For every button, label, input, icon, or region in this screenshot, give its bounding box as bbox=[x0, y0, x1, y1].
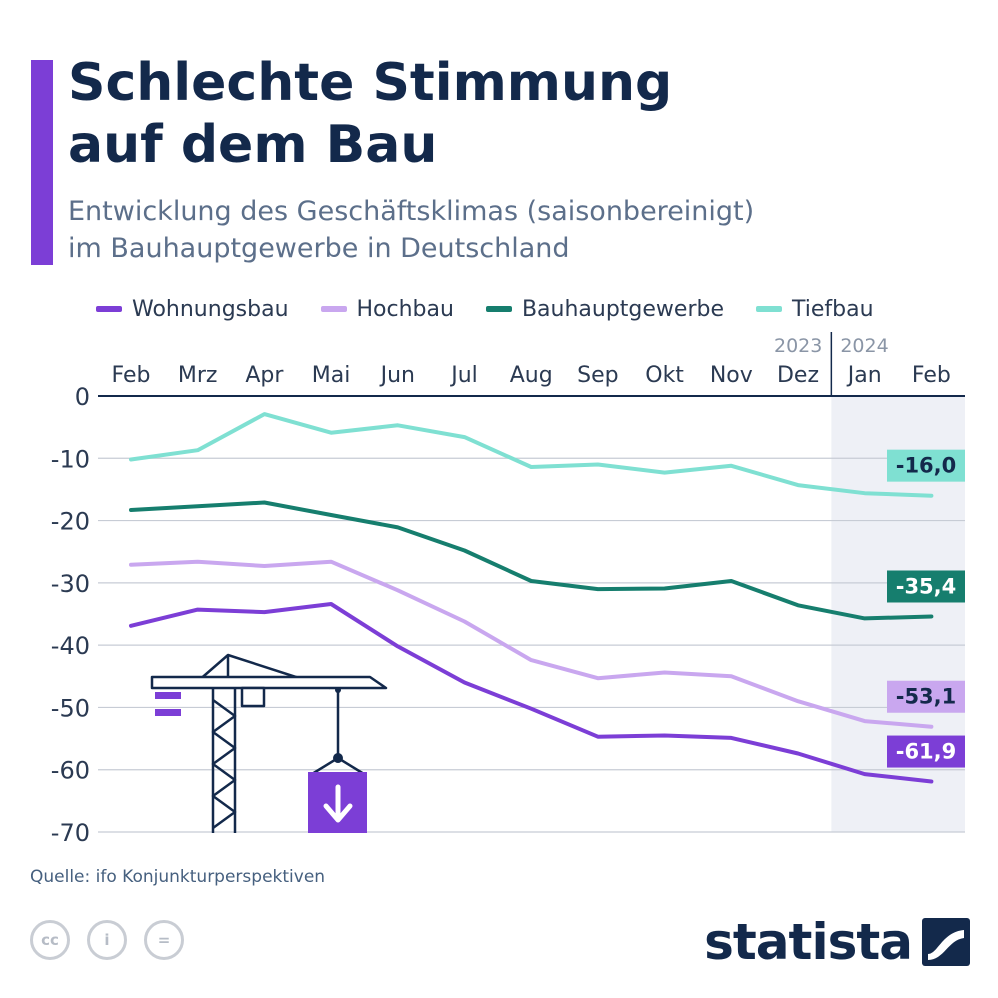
chart-legend: Wohnungsbau Hochbau Bauhauptgewerbe Tief… bbox=[96, 294, 906, 324]
legend-item-tiefbau[interactable]: Tiefbau bbox=[756, 297, 874, 322]
x-tick-label: Apr bbox=[245, 363, 284, 388]
axis-labels: 0 -10 -20 -30 -40 -50 -60 -70 Feb Mrz Apr Mai Jun Jul… bbox=[51, 335, 951, 847]
x-tick-label: Jul bbox=[449, 363, 478, 388]
year-label: 2024 bbox=[840, 335, 888, 357]
legend-label: Bauhauptgewerbe bbox=[521, 296, 725, 322]
series-line-wohnungsbau bbox=[129, 602, 934, 784]
title-line-2: auf dem Bau bbox=[68, 115, 438, 175]
x-tick-label: Jun bbox=[379, 363, 415, 388]
end-label-tiefbau: -16,0 bbox=[887, 449, 965, 482]
x-tick-label: Aug bbox=[510, 363, 553, 388]
legend-swatch bbox=[96, 306, 122, 312]
line-chart: 0 -10 -20 -30 -40 -50 -60 -70 Feb Mrz Apr Mai Jun Jul… bbox=[51, 332, 965, 847]
x-tick-label: Feb bbox=[112, 363, 151, 388]
legend-item-bauhauptgewerbe[interactable]: Bauhauptgewerbe bbox=[485, 296, 725, 322]
source-note: Quelle: ifo Konjunkturperspektiven bbox=[30, 867, 326, 887]
end-label-badge bbox=[887, 735, 965, 768]
subtitle-line-1: Entwicklung des Geschäftsklimas (saisonb… bbox=[68, 196, 755, 227]
end-label-text: -61,9 bbox=[896, 740, 957, 764]
legend-item-wohnungsbau[interactable]: Wohnungsbau bbox=[96, 297, 289, 322]
end-value-labels: -61,9 -53,1 -35,4 -16,0 bbox=[887, 449, 965, 768]
crane-illustration bbox=[150, 653, 388, 833]
series-line-tiefbau bbox=[129, 412, 934, 498]
end-label-badge bbox=[887, 570, 965, 603]
legend-label: Tiefbau bbox=[792, 296, 874, 322]
legend-swatch bbox=[320, 306, 347, 312]
year-label: 2023 bbox=[774, 335, 822, 357]
series-line-hochbau bbox=[129, 559, 934, 729]
x-tick-label: Jan bbox=[846, 363, 882, 388]
legend-item-hochbau[interactable]: Hochbau bbox=[320, 296, 454, 322]
end-label-badge bbox=[887, 449, 965, 482]
legend-swatch bbox=[485, 306, 512, 312]
title-line-1: Schlechte Stimmung bbox=[68, 53, 673, 113]
y-tick-label: -10 bbox=[51, 445, 90, 473]
legend-label: Hochbau bbox=[356, 296, 454, 322]
x-tick-label: Dez bbox=[777, 363, 819, 388]
y-tick-label: -30 bbox=[51, 570, 90, 598]
y-tick-label: -60 bbox=[51, 757, 90, 785]
y-tick-label: 0 bbox=[75, 383, 90, 411]
legend-label: Wohnungsbau bbox=[132, 296, 289, 322]
legend-swatch bbox=[756, 306, 783, 312]
nd-icon[interactable]: = bbox=[144, 920, 184, 960]
x-tick-label: Nov bbox=[710, 363, 753, 388]
accent-bar bbox=[31, 60, 53, 265]
by-icon[interactable]: i bbox=[87, 920, 127, 960]
x-tick-label: Mrz bbox=[178, 363, 218, 388]
statista-logo-icon bbox=[922, 918, 970, 966]
x-tick-label: Feb bbox=[912, 363, 951, 388]
y-tick-label: -70 bbox=[51, 819, 90, 847]
series-line-bauhauptgewerbe bbox=[129, 500, 934, 621]
x-tick-label: Mai bbox=[312, 363, 351, 388]
end-label-text: -16,0 bbox=[896, 454, 957, 478]
y-tick-label: -20 bbox=[51, 508, 90, 536]
end-label-hochbau: -53,1 bbox=[887, 680, 965, 713]
x-tick-label: Okt bbox=[645, 363, 684, 388]
end-label-text: -53,1 bbox=[896, 685, 957, 709]
subtitle-line-2: im Bauhauptgewerbe in Deutschland bbox=[68, 233, 570, 264]
end-label-wohnungsbau: -61,9 bbox=[887, 735, 965, 768]
series-layer bbox=[129, 412, 934, 784]
end-label-bauhauptgewerbe: -35,4 bbox=[887, 570, 965, 603]
page-title: Schlechte Stimmung auf dem Bau bbox=[68, 52, 968, 176]
y-tick-label: -50 bbox=[51, 694, 90, 722]
end-label-badge bbox=[887, 680, 965, 713]
y-tick-label: -40 bbox=[51, 632, 90, 660]
brand-name: statista bbox=[704, 913, 913, 971]
x-tick-label: Sep bbox=[577, 363, 618, 388]
license-icons: cc i = bbox=[30, 920, 201, 960]
page-subtitle: Entwicklung des Geschäftsklimas (saisonb… bbox=[68, 193, 948, 267]
cc-icon[interactable]: cc bbox=[30, 920, 70, 960]
end-label-text: -35,4 bbox=[896, 574, 957, 598]
brand[interactable]: statista bbox=[704, 914, 970, 970]
